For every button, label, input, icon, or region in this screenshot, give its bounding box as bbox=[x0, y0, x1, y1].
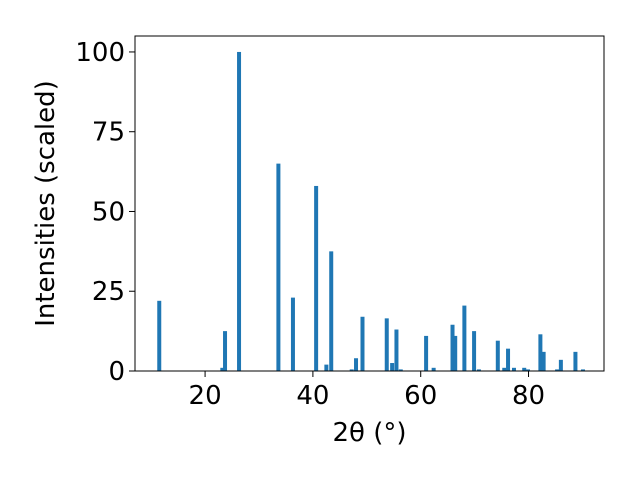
bar-0 bbox=[157, 300, 162, 371]
bar-25 bbox=[506, 348, 511, 371]
bar-23 bbox=[495, 340, 500, 371]
bar-11 bbox=[360, 316, 365, 371]
bar-24 bbox=[502, 367, 507, 371]
y-axis: 0 25 50 75 100 bbox=[75, 38, 135, 387]
bar-13 bbox=[390, 363, 395, 371]
y-tick-label-0: 0 bbox=[108, 357, 125, 387]
bar-30 bbox=[541, 351, 546, 371]
x-axis-label: 2θ (°) bbox=[332, 418, 406, 448]
bar-18 bbox=[450, 324, 455, 371]
y-tick-label-1: 25 bbox=[92, 277, 125, 307]
bar-26 bbox=[511, 367, 516, 371]
y-tick-label-2: 50 bbox=[92, 197, 125, 227]
bar-9 bbox=[349, 369, 354, 371]
bar-16 bbox=[424, 335, 429, 371]
bars-layer bbox=[157, 51, 585, 371]
bar-22 bbox=[476, 369, 481, 371]
bar-17 bbox=[431, 367, 436, 371]
bar-6 bbox=[314, 185, 319, 371]
bar-34 bbox=[580, 369, 585, 371]
x-tick-label-0: 20 bbox=[189, 381, 222, 411]
bar-12 bbox=[384, 318, 389, 371]
bar-31 bbox=[555, 369, 560, 371]
x-tick-label-3: 80 bbox=[512, 381, 545, 411]
bar-5 bbox=[290, 297, 295, 371]
x-axis: 20 40 60 80 bbox=[189, 371, 545, 411]
y-axis-label: Intensities (scaled) bbox=[31, 80, 61, 327]
bar-27 bbox=[522, 367, 527, 371]
bar-10 bbox=[354, 358, 359, 371]
bar-7 bbox=[324, 364, 329, 371]
x-tick-label-2: 60 bbox=[404, 381, 437, 411]
y-tick-label-3: 75 bbox=[92, 118, 125, 148]
bar-28 bbox=[525, 369, 530, 371]
bar-1 bbox=[220, 367, 225, 371]
bar-20 bbox=[462, 305, 467, 371]
bar-8 bbox=[329, 251, 334, 371]
bar-29 bbox=[538, 334, 543, 371]
bar-33 bbox=[573, 351, 578, 371]
bar-14 bbox=[394, 329, 399, 371]
y-tick-label-4: 100 bbox=[75, 38, 125, 68]
x-tick-label-1: 40 bbox=[296, 381, 329, 411]
bar-4 bbox=[276, 163, 281, 371]
bar-19 bbox=[453, 335, 458, 371]
bar-21 bbox=[472, 331, 477, 371]
bar-32 bbox=[558, 359, 563, 371]
bar-3 bbox=[237, 51, 242, 371]
bar-15 bbox=[398, 369, 403, 371]
plot-frame bbox=[134, 35, 605, 372]
bar-2 bbox=[223, 331, 228, 371]
